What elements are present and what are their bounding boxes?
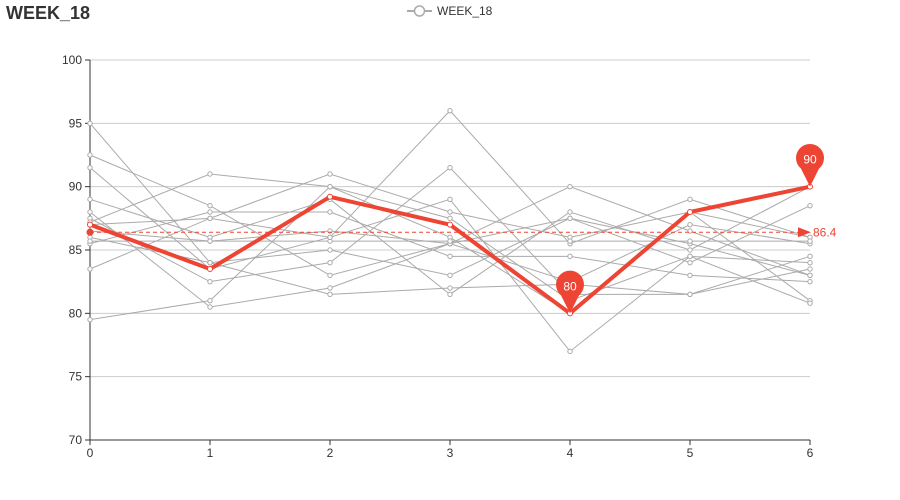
data-point [447,215,453,222]
data-point [87,196,93,203]
data-point [87,164,93,171]
y-tick-label: 75 [69,370,83,384]
highlight-point [687,209,693,215]
data-point [567,215,573,222]
data-point [807,300,813,306]
legend-line-circle-icon [407,5,432,17]
data-point [87,238,93,244]
data-point [687,272,693,279]
y-tick-label: 80 [69,306,83,320]
y-tick-label: 95 [69,116,83,130]
data-point [327,171,333,177]
data-point [807,266,813,272]
data-point [207,259,213,266]
series-line [89,173,811,238]
data-point [87,120,93,127]
data-point [687,221,693,228]
data-point [327,209,333,215]
highlight-point [447,221,453,228]
data-point [327,291,333,298]
chart-title: WEEK_18 [6,3,91,23]
data-point [687,259,693,266]
data-point [567,348,573,355]
data-point [207,304,213,310]
markpoint-pin: 80 [556,270,584,314]
y-tick-label: 100 [62,53,82,67]
data-point [327,259,333,266]
markpoint-pin: 90 [796,143,825,187]
y-tick-label: 70 [69,433,83,447]
data-point [807,278,813,285]
x-tick-label: 6 [807,446,814,460]
x-tick-label: 4 [567,446,574,460]
x-tick-label: 3 [447,446,454,460]
data-point [87,266,93,272]
data-point [687,196,693,203]
data-point [207,202,213,209]
data-point [207,297,213,304]
data-point [447,209,453,215]
data-point [327,285,333,291]
data-point [447,196,453,203]
data-point [807,238,813,244]
x-tick-label: 0 [87,446,94,460]
data-point [687,238,693,244]
data-point [687,253,693,260]
data-point [327,247,333,253]
data-point [567,253,573,260]
markpoint-label: 80 [563,279,577,293]
highlight-point [87,221,93,228]
markline-start-dot [86,228,94,236]
data-point [807,253,813,260]
markline-arrow [798,227,811,238]
y-tick-label: 85 [69,243,83,257]
markpoint-shape [556,270,584,314]
data-point [327,234,333,241]
x-tick-label: 1 [207,446,214,460]
data-point [447,253,453,260]
data-point [447,291,453,298]
data-point [327,272,333,279]
data-point [87,209,93,215]
series-bg-12 [87,238,813,244]
data-point [207,171,213,177]
data-point [447,238,453,244]
data-point [207,238,213,244]
markpoint-label: 90 [803,153,817,167]
data-point [447,107,453,114]
data-point [447,164,453,171]
series-line [89,186,811,321]
data-point [567,209,573,215]
markline-label: 86.4 [813,225,837,239]
highlight-point [327,193,333,200]
series-bg-06 [87,164,813,298]
data-point [87,152,93,158]
series-highlight [87,183,813,317]
data-point [687,291,693,298]
data-point [207,209,213,215]
data-point [807,202,813,209]
markpoint-shape [796,143,825,187]
data-point [447,285,453,291]
series-bg-14 [87,183,813,323]
series-bg-08 [87,171,813,241]
data-point [567,238,573,244]
data-point [87,316,93,323]
data-point [207,278,213,285]
data-point [807,272,813,279]
legend-item-week-18[interactable]: WEEK_18 [407,3,492,19]
x-tick-label: 2 [327,446,334,460]
data-point [687,247,693,253]
data-point [327,183,333,190]
data-point [207,215,213,222]
x-tick-label: 5 [687,446,694,460]
data-point [567,183,573,190]
data-point [447,272,453,279]
legend-label: WEEK_18 [437,4,493,18]
highlight-point [207,266,213,272]
y-tick-label: 90 [69,180,83,194]
markline-average: 86.4 [86,225,837,239]
data-point [807,259,813,266]
